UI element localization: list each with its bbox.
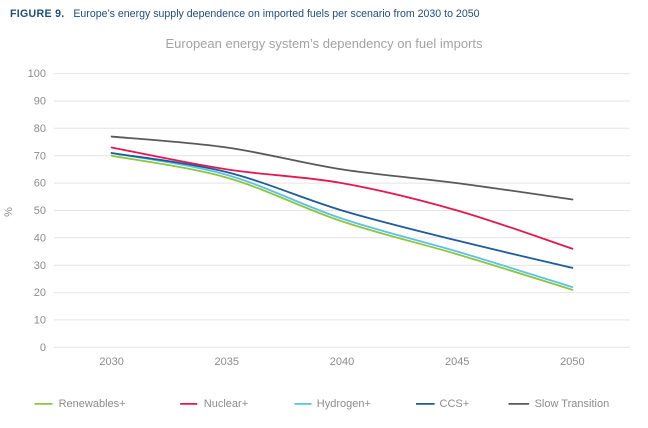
svg-text:40: 40 [34,232,46,244]
svg-text:2035: 2035 [215,356,239,368]
svg-text:Renewables+: Renewables+ [59,398,126,410]
svg-text:70: 70 [34,150,46,162]
svg-text:10: 10 [34,315,46,327]
svg-text:100: 100 [28,68,46,80]
svg-text:20: 20 [34,287,46,299]
svg-text:80: 80 [34,123,46,135]
svg-text:Nuclear+: Nuclear+ [204,398,248,410]
svg-text:30: 30 [34,260,46,272]
svg-text:2030: 2030 [99,356,123,368]
svg-text:Slow Transition: Slow Transition [535,398,610,410]
svg-text:%: % [3,207,15,217]
svg-text:50: 50 [34,205,46,217]
svg-text:90: 90 [34,96,46,108]
svg-text:60: 60 [34,178,46,190]
svg-text:2050: 2050 [560,356,584,368]
svg-text:0: 0 [40,342,46,354]
svg-text:CCS+: CCS+ [440,398,470,410]
svg-text:Hydrogen+: Hydrogen+ [317,398,371,410]
svg-text:2040: 2040 [330,356,354,368]
svg-text:2045: 2045 [445,356,469,368]
